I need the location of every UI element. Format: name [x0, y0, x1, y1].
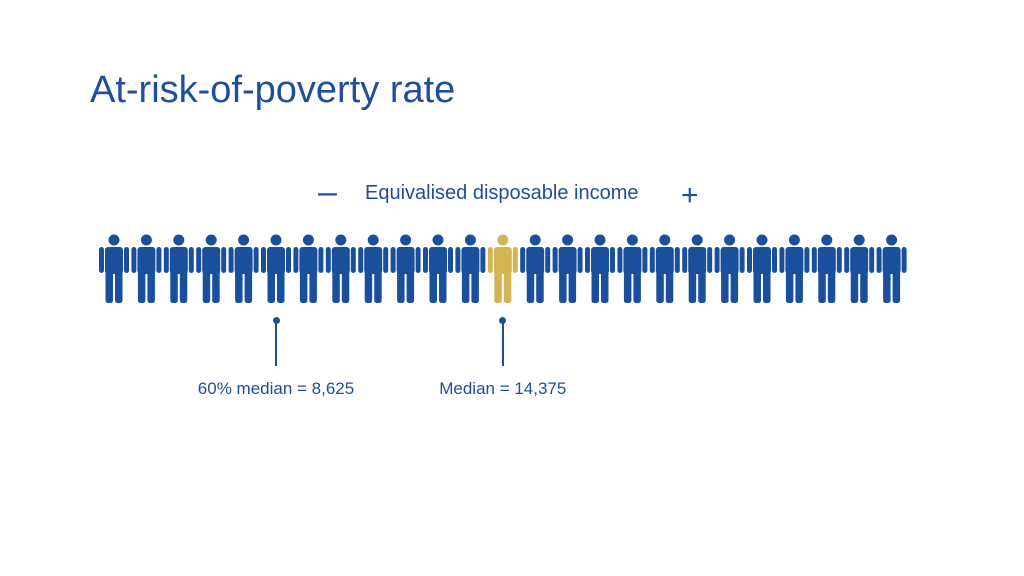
person-icon	[747, 234, 777, 303]
person-icon	[163, 234, 194, 303]
poverty-threshold-label: 60% median = 8,625	[197, 379, 355, 398]
poverty-threshold-marker-line	[275, 321, 277, 366]
person-icon	[99, 234, 129, 303]
income-scale-label: Equivalised disposable income	[365, 182, 639, 204]
person-icon	[358, 234, 389, 303]
person-icon	[617, 234, 648, 303]
median-label: Median = 14,375	[439, 379, 567, 398]
person-icon	[131, 234, 162, 303]
person-icon	[876, 234, 907, 303]
person-icon	[455, 234, 486, 303]
person-icon	[844, 234, 875, 303]
person-icon	[682, 234, 713, 303]
minus-sign: –	[318, 173, 337, 211]
plus-sign: +	[681, 179, 699, 212]
person-icon	[228, 234, 259, 303]
poverty-threshold-marker-dot	[272, 317, 280, 324]
person-icon	[390, 234, 421, 303]
person-icon	[552, 234, 583, 303]
person-icon	[585, 234, 615, 303]
page-title: At-risk-of-poverty rate	[90, 69, 456, 111]
person-icon	[811, 234, 842, 303]
person-icon	[325, 234, 356, 303]
median-marker-line	[502, 321, 504, 366]
person-icon	[779, 234, 810, 303]
median-marker-dot	[499, 317, 507, 324]
person-icon	[520, 234, 551, 303]
person-icon	[261, 234, 291, 303]
person-icon-median	[487, 234, 518, 303]
person-icon	[714, 234, 745, 303]
person-icon	[196, 234, 227, 303]
people-row	[99, 234, 907, 303]
person-icon	[423, 234, 453, 303]
person-icon	[293, 234, 324, 303]
income-scale: – Equivalised disposable income +	[0, 173, 1024, 212]
person-icon	[649, 234, 680, 303]
